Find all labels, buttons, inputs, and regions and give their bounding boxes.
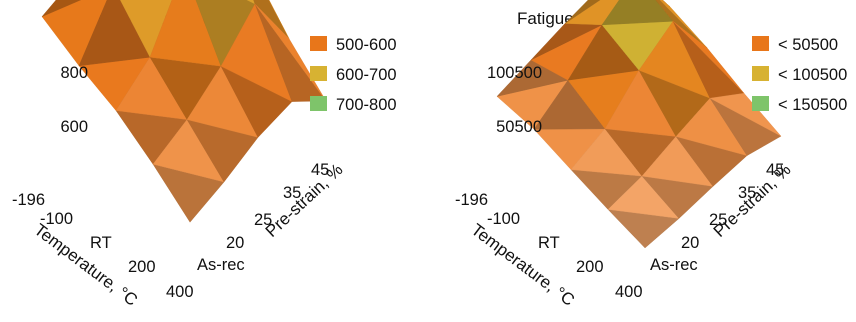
legend-swatch: [310, 66, 327, 81]
z-tick-label: 50500: [496, 118, 542, 136]
legend-swatch: [310, 36, 327, 51]
prestrain-tick-label: 45: [766, 161, 784, 179]
z-tick-label: 600: [60, 118, 88, 136]
temperature-tick-label: -196: [455, 191, 488, 209]
temperature-tick-label: RT: [90, 234, 112, 252]
legend-label: 600-700: [336, 66, 397, 84]
temperature-tick-label: 200: [576, 258, 604, 276]
fatigue-life-chart: Fatigue life, N10050050500-196-100RT2004…: [455, 0, 847, 310]
temperature-axis-label: Temperature, °C: [31, 220, 141, 310]
surface: [496, 0, 782, 249]
legend-label: 700-800: [336, 96, 397, 114]
legend-label: < 50500: [778, 36, 838, 54]
prestrain-tick-label: 25: [709, 211, 727, 229]
stress-amplitude-chart: Stress amplitude, MPa800600-196-100RT200…: [12, 0, 397, 310]
temperature-tick-label: 200: [128, 258, 156, 276]
surface-facet: [709, 93, 782, 137]
surface-facet: [268, 0, 290, 39]
surface-facet: [254, 3, 327, 102]
legend-label: 500-600: [336, 36, 397, 54]
prestrain-tick-label: 45: [311, 161, 329, 179]
surface-facet: [672, 21, 745, 94]
temperature-tick-label: 400: [166, 283, 194, 301]
legend-label: < 100500: [778, 66, 847, 84]
legend-swatch: [752, 66, 769, 81]
prestrain-tick-label: 35: [738, 184, 756, 202]
legend: < 50500 < 100500 < 150500: [752, 36, 847, 114]
surface-facet: [564, 0, 601, 24]
surface-facet: [246, 0, 256, 5]
temperature-tick-label: 400: [615, 283, 643, 301]
prestrain-tick-label: 25: [254, 211, 272, 229]
prestrain-tick-label: As-rec: [197, 256, 245, 274]
surface: [41, 0, 327, 223]
temperature-tick-label: -196: [12, 191, 45, 209]
legend: 500-600 600-700 700-800: [310, 36, 397, 114]
legend-label: < 150500: [778, 96, 847, 114]
prestrain-tick-label: 20: [226, 234, 244, 252]
surface-facet: [41, 0, 82, 17]
legend-swatch: [310, 96, 327, 111]
prestrain-tick-label: 35: [283, 184, 301, 202]
surface-facet: [659, 0, 708, 48]
temperature-tick-label: RT: [538, 234, 560, 252]
z-tick-label: 100500: [487, 64, 542, 82]
temperature-tick-label: -100: [40, 210, 73, 228]
prestrain-axis-label: Pre-strain, %: [262, 160, 347, 241]
surface-facet: [601, 0, 674, 26]
legend-swatch: [752, 96, 769, 111]
prestrain-tick-label: 20: [681, 234, 699, 252]
z-tick-label: 800: [60, 64, 88, 82]
temperature-axis-label: Temperature, °C: [468, 220, 578, 310]
legend-swatch: [752, 36, 769, 51]
prestrain-tick-label: As-rec: [650, 256, 698, 274]
temperature-tick-label: -100: [487, 210, 520, 228]
